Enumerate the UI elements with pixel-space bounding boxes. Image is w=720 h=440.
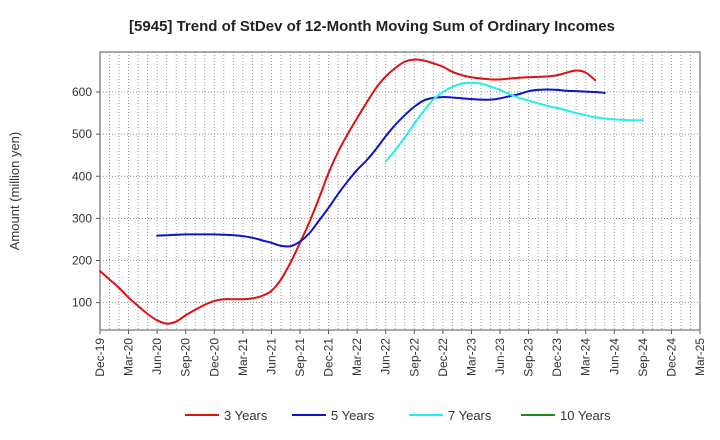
x-tick-label: Sep-21 bbox=[293, 338, 307, 377]
x-tick-label: Dec-20 bbox=[207, 338, 221, 377]
x-tick-label: Jun-24 bbox=[607, 338, 621, 375]
series-line-5-years bbox=[156, 88, 606, 248]
y-tick-label: 300 bbox=[72, 211, 92, 225]
x-axis-ticks: Dec-19 Mar-20 Jun-20 Sep-20 Dec-20 Mar-21 Jun-… bbox=[93, 330, 707, 377]
legend-label-7-years: 7 Years bbox=[448, 408, 492, 423]
x-tick-label: Dec-19 bbox=[93, 338, 107, 377]
x-tick-label: Mar-24 bbox=[579, 338, 593, 376]
legend-label-10-years: 10 Years bbox=[560, 408, 611, 423]
series-line-7-years bbox=[384, 81, 644, 163]
x-tick-label: Dec-24 bbox=[664, 338, 678, 377]
x-tick-label: Sep-20 bbox=[179, 338, 193, 377]
x-tick-label: Sep-23 bbox=[522, 338, 536, 377]
x-tick-label: Mar-21 bbox=[236, 338, 250, 376]
y-tick-label: 200 bbox=[72, 254, 92, 268]
grid-lines bbox=[100, 52, 700, 330]
series-lines bbox=[99, 58, 644, 325]
y-tick-label: 500 bbox=[72, 127, 92, 141]
x-tick-label: Sep-22 bbox=[407, 338, 421, 377]
series-line-3-years bbox=[99, 58, 597, 325]
x-tick-label: Dec-21 bbox=[322, 338, 336, 377]
x-tick-label: Dec-23 bbox=[550, 338, 564, 377]
x-tick-label: Mar-22 bbox=[350, 338, 364, 376]
x-tick-label: Jun-21 bbox=[264, 338, 278, 375]
y-tick-label: 600 bbox=[72, 85, 92, 99]
y-tick-label: 400 bbox=[72, 169, 92, 183]
legend-label-3-years: 3 Years bbox=[224, 408, 268, 423]
legend: 3 Years 5 Years 7 Years 10 Years bbox=[185, 408, 611, 423]
y-tick-label: 100 bbox=[72, 296, 92, 310]
x-tick-label: Jun-20 bbox=[150, 338, 164, 375]
x-tick-label: Mar-20 bbox=[122, 338, 136, 376]
y-axis-label: Amount (million yen) bbox=[7, 132, 22, 251]
x-tick-label: Mar-25 bbox=[693, 338, 707, 376]
x-tick-label: Sep-24 bbox=[636, 338, 650, 377]
x-tick-label: Jun-22 bbox=[379, 338, 393, 375]
x-tick-label: Dec-22 bbox=[436, 338, 450, 377]
plot-frame bbox=[99, 51, 701, 331]
x-tick-label: Jun-23 bbox=[493, 338, 507, 375]
legend-label-5-years: 5 Years bbox=[331, 408, 375, 423]
chart-title: [5945] Trend of StDev of 12-Month Moving… bbox=[129, 18, 615, 35]
plot-area bbox=[99, 51, 701, 331]
x-tick-label: Mar-23 bbox=[464, 338, 478, 376]
y-axis-ticks: 100 200 300 400 500 600 bbox=[72, 85, 100, 310]
